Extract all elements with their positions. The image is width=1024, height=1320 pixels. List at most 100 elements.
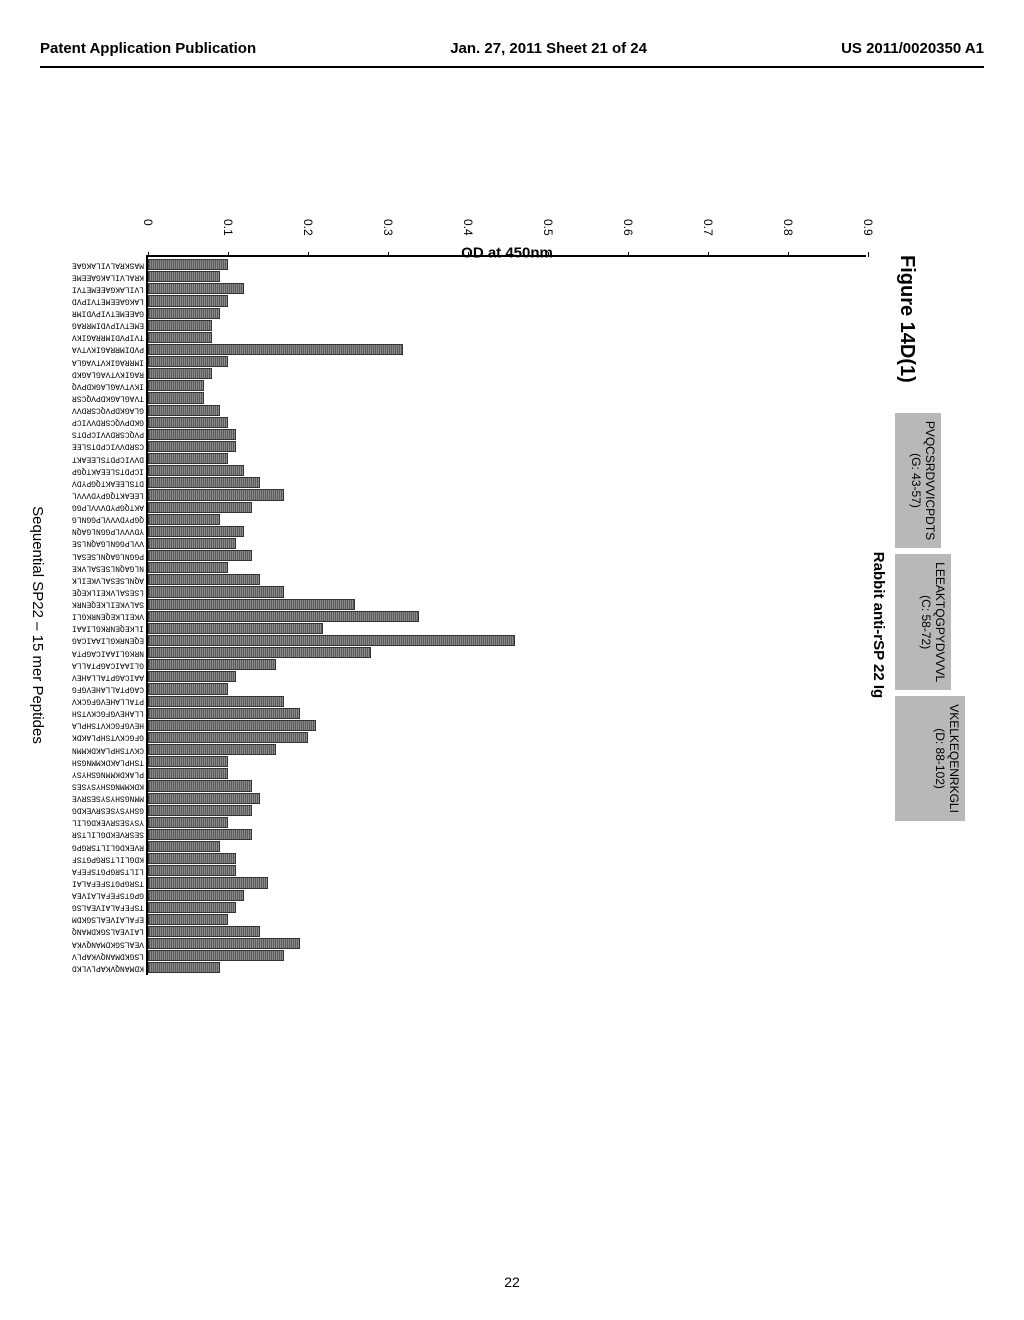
bar-label: ICPDTSLEEAKTQGP [72,466,144,475]
bar [148,295,228,306]
bar-label: TSHPLAKDKMMNGSH [72,757,144,766]
bar [148,793,260,804]
bar [148,708,300,719]
bar-slot: LLAHEVGFGCKVTSH [148,708,866,719]
bar-label: TVIPVDIMRRAGIKV [72,333,144,342]
bar [148,477,260,488]
bar [148,320,212,331]
bar [148,283,244,294]
bar-slot: TSHPLAKDKMMNGSH [148,756,866,767]
bar-label: PVQCSRDVVICPDTS [72,430,144,439]
epitope-seq: LEEAKTQGPYDVVVL [933,562,947,682]
bar-label: SALVKEILKEQENRK [72,600,144,609]
bar-slot: IKVTVAGLAGKDPVQ [148,380,866,391]
bar-slot: VEALSGKDMANQVKA [148,938,866,949]
bar-slot: GLAGKDPVQCSRDVV [148,405,866,416]
bar-slot: RAGIKVTVAGLAGKD [148,368,866,379]
bar-slot: DVVICPDTSLEEAKT [148,453,866,464]
bar [148,380,204,391]
bar [148,453,228,464]
y-tick-label: 0.2 [301,219,315,236]
figure-title-row: Figure 14D(1) PVQCSRDVVICPDTS(G: 43-57) L… [895,255,955,995]
bar [148,623,324,634]
figure-label: Figure 14D(1) [895,255,918,383]
bar [148,417,228,428]
bar-label: TVAGLAGKDPVQCSR [72,393,144,402]
bar-slot: AAICAGPTALLAHEV [148,671,866,682]
bar-slot: TSRGPGTSFEFALAI [148,877,866,888]
bar-slot: GAEEMETVIPVDIMR [148,308,866,319]
bar-slot: EQENRKGLIAAICAG [148,635,866,646]
y-tick-label: 0.6 [621,219,635,236]
bar-slot: KDMANQVKAPLVLKD [148,962,866,973]
bar-slot: DTSLEEAKTQGPYDV [148,477,866,488]
y-tick-label: 0.5 [541,219,555,236]
bar-slot: SALVKEILKEQENRK [148,599,866,610]
bar-label: ILKEQENRKGLIAAI [72,624,144,633]
bar-label: RAGIKVTVAGLAGKD [72,369,144,378]
bar-label: EFALAIVEALSGKDM [72,915,144,924]
bar-slot: TVIPVDIMRRAGIKV [148,332,866,343]
y-tick-label: 0.8 [781,219,795,236]
bar-label: CKVTSHPLAKDKMMN [72,745,144,754]
bar-label: LAIVEALSGKDMANQ [72,927,144,936]
bar-slot: NRKGLIAAICAGPTA [148,647,866,658]
bar-slot: TVAGLAGKDPVQCSR [148,392,866,403]
bar-slot: PVDIMRRAGIKVTVA [148,344,866,355]
epitope-range: (C: 58-72) [918,562,932,682]
bar-label: KDKMMNGSHYSYSES [72,781,144,790]
bar-slot: CKVTSHPLAKDKMMN [148,744,866,755]
bar-slot: HEVGFGCKVTSHPLA [148,720,866,731]
bar [148,259,228,270]
bar [148,574,260,585]
bar [148,308,220,319]
bar [148,853,236,864]
header-rule [40,66,984,68]
bar-label: AKTQGPYDVVVLPGG [72,503,144,512]
bar-slot: EFALAIVEALSGKDM [148,914,866,925]
bar [148,683,228,694]
bar-label: AQNLSESALVKEILK [72,575,144,584]
bar-label: PLAKDKMMNGSHYSY [72,769,144,778]
bar-slot: GFGCKVTSHPLAKDK [148,732,866,743]
figure-rotated-container: Figure 14D(1) PVQCSRDVVICPDTS(G: 43-57)L… [75,265,875,915]
bar-slot: PLAKDKMMNGSHYSY [148,768,866,779]
bar-slot: NLGAQNLSESALVKE [148,562,866,573]
epitope-box: LEEAKTQGPYDVVVL(C: 58-72) [895,554,951,690]
bar [148,550,252,561]
bar-slot: IMRRAGIKVTVAGLA [148,356,866,367]
bar-label: YDVVVLPGGNLGAQN [72,527,144,536]
y-tick-label: 0.1 [221,219,235,236]
bar-label: LSESALVKEILKEQE [72,587,144,596]
bar-slot: GSHYSYSESRVEKDG [148,805,866,816]
bar [148,877,268,888]
bar-slot: VKEILKEQENRKGLI [148,611,866,622]
epitope-box: PVQCSRDVVICPDTS(G: 43-57) [895,413,941,548]
bar-slot: PGGNLGAQNLSESAL [148,550,866,561]
header-left: Patent Application Publication [40,40,256,57]
bar [148,405,220,416]
bar-slot: LSGKDMANQVKAPLV [148,950,866,961]
bar [148,332,212,343]
bar-label: GKDPVQCSRDVVICP [72,418,144,427]
bar [148,441,236,452]
epitope-range: (D: 88-102) [932,704,946,813]
bar-slot: SESRVEKDGLILTSR [148,829,866,840]
bar-slot: MASKRALVILAKGAE [148,259,866,270]
bar-slot: YSYSESRVEKDGLIL [148,817,866,828]
chart-title: Rabbit anti-rSP 22 Ig [870,255,887,995]
bar [148,356,228,367]
bar-slot: LSESALVKEILKEQE [148,586,866,597]
bar [148,611,419,622]
bar-label: VEALSGKDMANQVKA [72,939,144,948]
bar-slot: MMNGSHYSYSESRVE [148,793,866,804]
bar-label: SESRVEKDGLILTSR [72,830,144,839]
bar-label: CAGPTALLAHEVGFG [72,684,144,693]
bar-label: VVLPGGNLGAQNLSE [72,539,144,548]
bar-label: NLGAQNLSESALVKE [72,563,144,572]
bar-label: LEEAKTQGPYDVVVL [72,490,144,499]
bar-slot: GPGTSFEFALAIVEA [148,890,866,901]
epitope-seq: VKELKEQENRKGLI [947,704,961,813]
bar-label: PVDIMRRAGIKVTVA [72,345,144,354]
y-tick-label: 0.9 [861,219,875,236]
